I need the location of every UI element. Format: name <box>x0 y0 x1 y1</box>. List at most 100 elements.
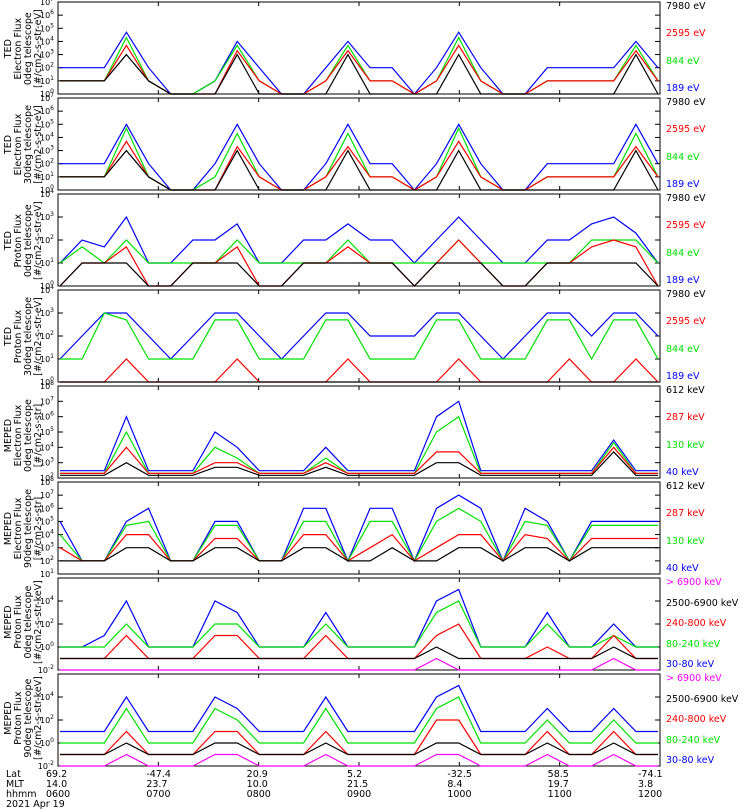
y-tick-label: 103 <box>40 211 54 222</box>
legend-entry: 2595 eV <box>666 124 706 136</box>
y-tick-label: 107 <box>40 489 54 500</box>
x-axis-row-value: 5.2 <box>347 769 363 780</box>
y-axis-label-line: [#/cm2-s-str] <box>33 496 44 561</box>
panel-plot-svg: 10-2 100 102 104 <box>38 673 661 771</box>
series-line <box>60 123 659 191</box>
series-line <box>60 53 659 95</box>
y-tick-label: 104 <box>40 441 54 452</box>
y-tick-label: 102 <box>40 555 54 566</box>
y-tick-label: 106 <box>40 9 54 20</box>
series-line <box>60 400 658 472</box>
series-line <box>60 446 658 474</box>
y-tick-label: 104 <box>40 131 54 142</box>
y-tick-label: 100 <box>40 641 54 652</box>
legend-entry: 287 keV <box>666 412 705 424</box>
y-tick-label: 101 <box>40 257 54 268</box>
y-axis-label-line: [#/cm2-s-str-keV] <box>33 676 44 760</box>
y-tick-label: 101 <box>40 171 54 182</box>
y-tick-label: 105 <box>40 515 54 526</box>
x-axis-row-value: 14.0 <box>46 779 68 790</box>
legend: 7980 eV 2595 eV 844 eV 189 eV <box>666 0 750 96</box>
legend-entry: 844 eV <box>666 343 700 355</box>
series-line <box>60 657 658 671</box>
y-tick-label: 104 <box>40 35 54 46</box>
legend-entry: 287 keV <box>666 508 705 520</box>
legend-entry: 612 keV <box>666 481 705 492</box>
legend-entry: 2500-6900 keV <box>666 597 739 609</box>
y-tick-label: 101 <box>40 353 54 364</box>
legend-entry: 30-80 keV <box>666 659 715 670</box>
x-axis-row-value: -74.1 <box>638 769 663 780</box>
y-axis-label-line: [#/cm2-s-str-eV] <box>33 9 44 88</box>
legend-entry: 240-800 keV <box>666 714 727 725</box>
panel-plot-svg: 100 101 102 103 104 105 106 107 <box>40 0 661 99</box>
y-tick-label: 106 <box>40 502 54 513</box>
panel-plot-svg: 100 101 102 103 104 105 106 107 <box>40 92 661 195</box>
y-tick-label: 10-2 <box>38 760 54 771</box>
y-axis-label-line: [#/cm2-s-str] <box>33 403 44 468</box>
series-line <box>60 600 658 648</box>
y-tick-label: 104 <box>40 188 54 199</box>
series-line <box>59 239 659 264</box>
series-line <box>60 312 659 361</box>
series-line <box>59 312 659 360</box>
x-axis-row-value: 1200 <box>638 789 663 800</box>
y-tick-label: 101 <box>40 75 54 86</box>
y-tick-label: 102 <box>40 618 54 629</box>
legend-entry: 2500-6900 keV <box>666 693 739 705</box>
chart-panel-8: 10-2 100 102 104 MEPED Proton Flux 90deg teles… <box>0 672 750 771</box>
y-tick-label: 102 <box>40 714 54 725</box>
legend-entry: 80-240 keV <box>666 734 721 746</box>
plot-frame <box>57 385 661 479</box>
series-line <box>60 588 658 648</box>
y-tick-label: 104 <box>40 691 54 702</box>
series-line <box>60 646 658 660</box>
y-axis-label: MEPED Proton Flux 90deg telescope [#/cm2-s-… <box>3 676 44 760</box>
series-line <box>59 215 659 264</box>
y-tick-label: 102 <box>40 472 54 483</box>
y-tick-label: 102 <box>40 158 54 169</box>
y-axis-label: MEPED Electron Flux 90deg telescope [#/cm2-… <box>3 489 44 568</box>
legend: 612 keV 287 keV 130 keV 40 keV <box>666 384 750 480</box>
x-axis-row-value: 23.7 <box>146 779 168 790</box>
legend-entry: > 6900 keV <box>666 577 722 588</box>
y-tick-label: 100 <box>40 88 54 99</box>
x-axis-row-value: 1100 <box>547 789 572 800</box>
legend-entry: 7980 eV <box>666 193 706 204</box>
y-tick-label: 102 <box>40 330 54 341</box>
panel-plot-svg: 101 102 103 104 105 106 107 108 <box>40 476 661 579</box>
series-line <box>59 533 658 562</box>
legend: 7980 eV 2595 eV 844 eV 189 eV <box>666 96 750 192</box>
x-axis-row-value: 58.5 <box>547 769 569 780</box>
plot-frame <box>57 577 661 671</box>
x-axis-row-value: 10.0 <box>246 779 268 790</box>
y-tick-label: 107 <box>40 0 54 7</box>
y-axis-label-line: [#/cm2-s-str-eV] <box>33 297 44 376</box>
date-label: 2021 Apr 19 <box>6 799 65 810</box>
y-tick-label: 106 <box>40 411 54 422</box>
series-line <box>60 547 658 562</box>
y-axis-label-line: [#/cm2-s-str-eV] <box>33 105 44 184</box>
chart-panel-4: 100 101 102 103 104 TED Proton Flux 30deg teles… <box>0 284 750 387</box>
chart-panel-3: 100 101 102 103 104 TED Proton Flux 0deg telesc… <box>0 188 750 291</box>
y-axis-label: MEPED Electron Flux 0deg telescope [#/cm2-s… <box>3 399 44 472</box>
panel-plot-svg: 102 103 104 105 106 107 108 <box>40 380 661 483</box>
x-axis-row-value: -32.5 <box>447 769 472 780</box>
y-axis-label: TED Electron Flux 0deg telescope [#/cm2-s-s… <box>3 9 44 88</box>
legend: 612 keV 287 keV 130 keV 40 keV <box>666 480 750 576</box>
y-tick-label: 108 <box>40 476 54 487</box>
y-tick-label: 105 <box>40 118 54 129</box>
series-line <box>60 719 658 756</box>
chart-panel-7: 10-2 100 102 104 MEPED Proton Flux 0deg telesc… <box>0 576 750 675</box>
x-axis-row-value: 1000 <box>447 789 472 800</box>
series-line <box>60 696 658 744</box>
x-axis-row-value: 0700 <box>146 789 171 800</box>
legend-entry: 7980 eV <box>666 1 706 12</box>
series-line <box>60 415 658 474</box>
y-tick-label: 103 <box>40 49 54 60</box>
x-axis-row-value: 20.9 <box>246 769 268 780</box>
legend-entry: 844 eV <box>666 55 700 67</box>
y-axis-label: TED Proton Flux 0deg telescope [#/cm2-s-str… <box>3 201 44 280</box>
